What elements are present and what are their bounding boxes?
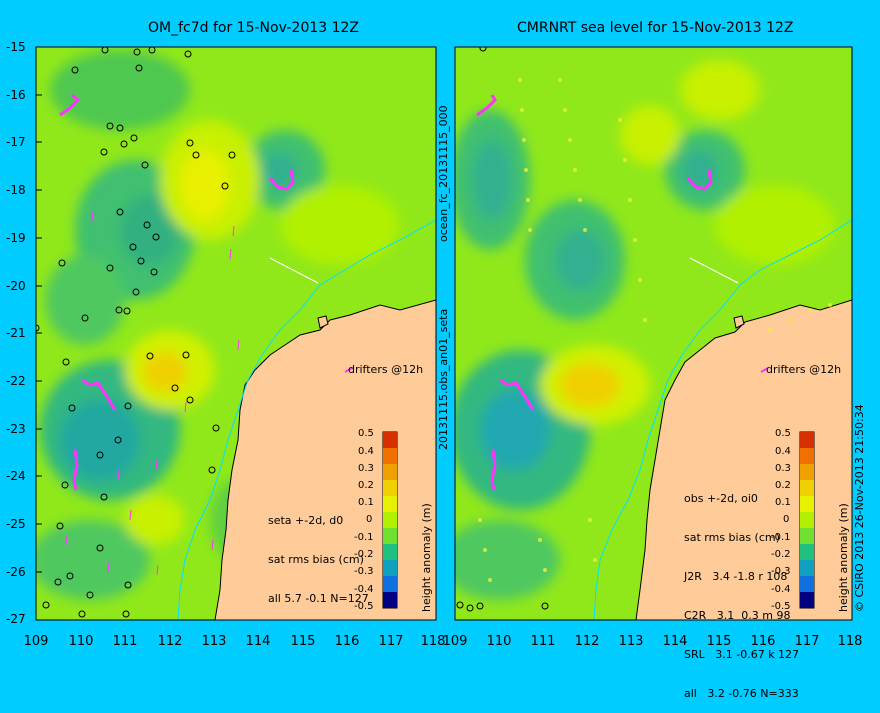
colorbar-tick: 0 <box>783 514 790 525</box>
right-map-frame <box>454 46 853 621</box>
colorbar-tick: 0.1 <box>775 497 791 508</box>
x-tick-label: 115 <box>290 634 316 649</box>
y-tick-label: -22 <box>6 374 26 388</box>
x-tick-label: 111 <box>112 634 138 649</box>
colorbar-tick: -0.2 <box>354 549 374 560</box>
left-stats: seta +-2d, d0 sat rms bias (cm) all 5.7 … <box>268 488 369 618</box>
colorbar-tick: -0.5 <box>354 601 374 612</box>
colorbar-tick: 0.5 <box>775 428 791 439</box>
right-map-panel <box>455 47 852 620</box>
x-tick-label: 117 <box>794 634 820 649</box>
obs-file-label: 20131115.obs_an01_seta <box>437 308 450 450</box>
right-colorbar <box>799 431 815 609</box>
y-tick-label: -18 <box>6 183 26 197</box>
right-stats-line: sat rms bias (cm) <box>684 531 780 544</box>
x-tick-label: 114 <box>662 634 688 649</box>
right-stats-line: SRL 3.1 -0.67 k 127 <box>684 648 800 661</box>
colorbar-tick: -0.4 <box>771 584 791 595</box>
colorbar-tick: 0.1 <box>358 497 374 508</box>
x-tick-label: 118 <box>420 634 446 649</box>
x-tick-label: 115 <box>706 634 732 649</box>
y-tick-label: -27 <box>6 612 26 626</box>
y-tick-label: -25 <box>6 517 26 531</box>
colorbar-tick: -0.5 <box>771 601 791 612</box>
left-drifters-label: drifters @12h <box>348 363 424 376</box>
x-tick-label: 113 <box>201 634 227 649</box>
x-tick-label: 114 <box>245 634 271 649</box>
colorbar-tick: -0.2 <box>771 549 791 560</box>
left-map-title: OM_fc7d for 15-Nov-2013 12Z <box>148 20 360 36</box>
x-tick-label: 116 <box>750 634 776 649</box>
colorbar-tick: 0.4 <box>775 446 791 457</box>
colorbar-tick: -0.1 <box>354 532 374 543</box>
x-tick-label: 113 <box>618 634 644 649</box>
map-canvas <box>35 46 853 621</box>
colorbar-tick: 0.4 <box>358 446 374 457</box>
left-stats-line: seta +-2d, d0 <box>268 514 344 527</box>
colorbar-tick: -0.4 <box>354 584 374 595</box>
colorbar-tick: -0.1 <box>771 532 791 543</box>
y-tick-label: -16 <box>6 88 26 102</box>
colorbar-tick: -0.3 <box>771 566 791 577</box>
left-stats-line: sat rms bias (cm) <box>268 553 364 566</box>
colorbar-tick: 0.2 <box>775 480 791 491</box>
right-stats-line: all 3.2 -0.76 N=333 <box>684 687 799 700</box>
left-stats-line: all 5.7 -0.1 N=127 <box>268 592 369 605</box>
left-colorbar-title: height anomaly (m) <box>420 503 433 612</box>
y-tick-label: -23 <box>6 422 26 436</box>
x-tick-label: 109 <box>23 634 49 649</box>
x-tick-label: 116 <box>334 634 360 649</box>
colorbar-tick: 0.2 <box>358 480 374 491</box>
y-tick-label: -15 <box>6 40 26 54</box>
x-tick-label: 117 <box>378 634 404 649</box>
y-tick-label: -17 <box>6 135 26 149</box>
colorbar-tick: 0.3 <box>358 463 374 474</box>
colorbar-tick: 0 <box>366 514 373 525</box>
y-tick-label: -21 <box>6 326 26 340</box>
left-colorbar <box>382 431 398 609</box>
forecast-file-label: ocean_fc_20131115_000 <box>437 105 450 242</box>
axis-ticks <box>36 46 42 573</box>
right-drifters-label: drifters @12h <box>766 363 842 376</box>
y-tick-label: -19 <box>6 231 26 245</box>
right-stats-line: C2R 3.1 0.3 m 98 <box>684 609 791 622</box>
credit-label: © CSIRO 2013 26-Nov-2013 21:50:34 <box>853 404 866 612</box>
x-tick-label: 111 <box>530 634 556 649</box>
colorbar-tick: 0.5 <box>358 428 374 439</box>
right-stats-line: obs +-2d, oi0 <box>684 492 758 505</box>
colorbar-tick: -0.3 <box>354 566 374 577</box>
y-tick-label: -26 <box>6 565 26 579</box>
x-tick-label: 109 <box>442 634 468 649</box>
x-tick-label: 110 <box>68 634 94 649</box>
x-tick-label: 112 <box>574 634 600 649</box>
right-stats-line: J2R 3.4 -1.8 r 108 <box>684 570 788 583</box>
right-map-title: CMRNRT sea level for 15-Nov-2013 12Z <box>517 20 794 36</box>
right-colorbar-title: height anomaly (m) <box>837 503 850 612</box>
x-tick-label: 118 <box>837 634 863 649</box>
y-tick-label: -20 <box>6 279 26 293</box>
x-tick-label: 112 <box>157 634 183 649</box>
colorbar-tick: 0.3 <box>775 463 791 474</box>
left-map-panel <box>36 47 436 620</box>
x-tick-label: 110 <box>486 634 512 649</box>
y-tick-label: -24 <box>6 469 26 483</box>
